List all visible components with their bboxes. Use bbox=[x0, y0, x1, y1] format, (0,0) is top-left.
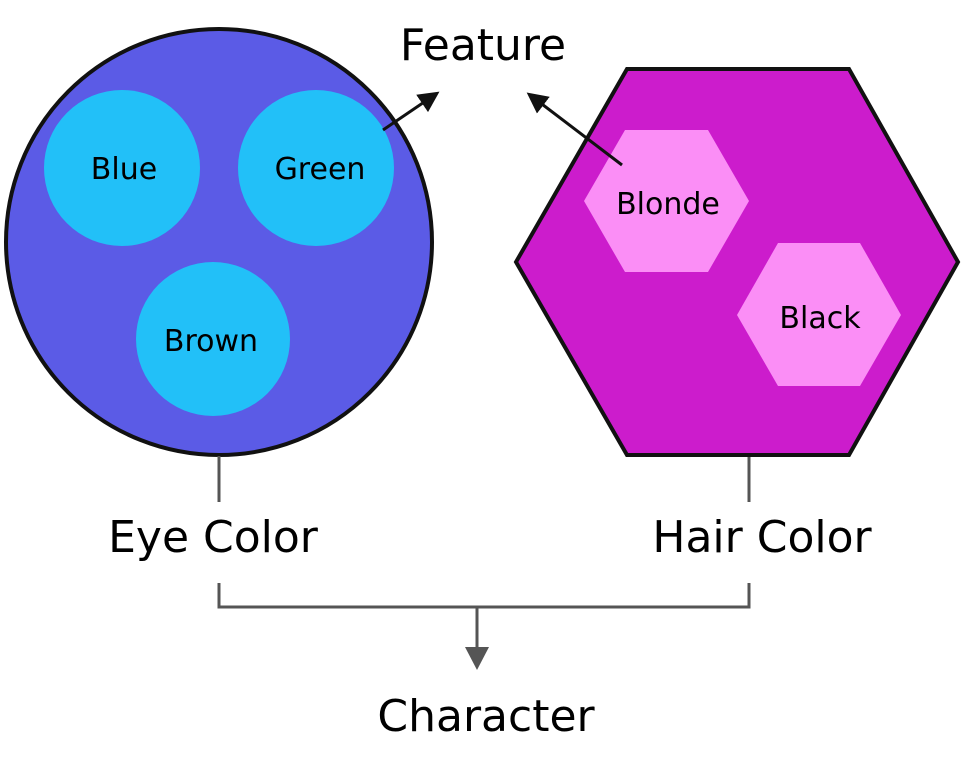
character-arrowhead bbox=[465, 647, 489, 670]
arrow-green-to-feature bbox=[382, 91, 440, 132]
character-label: Character bbox=[377, 691, 595, 742]
eye-option-blue-label: Blue bbox=[91, 152, 157, 187]
eye-option-brown-circle bbox=[136, 262, 290, 416]
eye-option-green-circle bbox=[238, 90, 394, 246]
hair-color-label: Hair Color bbox=[652, 512, 872, 563]
eye-color-label: Eye Color bbox=[108, 512, 319, 563]
character-bracket bbox=[217, 583, 751, 609]
hair-option-black-hexagon bbox=[737, 243, 901, 386]
eye-option-brown-label: Brown bbox=[164, 324, 258, 359]
hair-option-black-label: Black bbox=[779, 301, 861, 336]
hair-option-blonde-label: Blonde bbox=[616, 187, 720, 222]
hair-option-blonde-hexagon bbox=[584, 130, 749, 272]
feature-label: Feature bbox=[400, 20, 566, 71]
hair-color-group-hexagon bbox=[513, 67, 961, 457]
arrow-blonde-to-feature bbox=[526, 92, 623, 167]
eye-option-green-label: Green bbox=[275, 152, 366, 187]
eye-option-blue-circle bbox=[44, 90, 200, 246]
